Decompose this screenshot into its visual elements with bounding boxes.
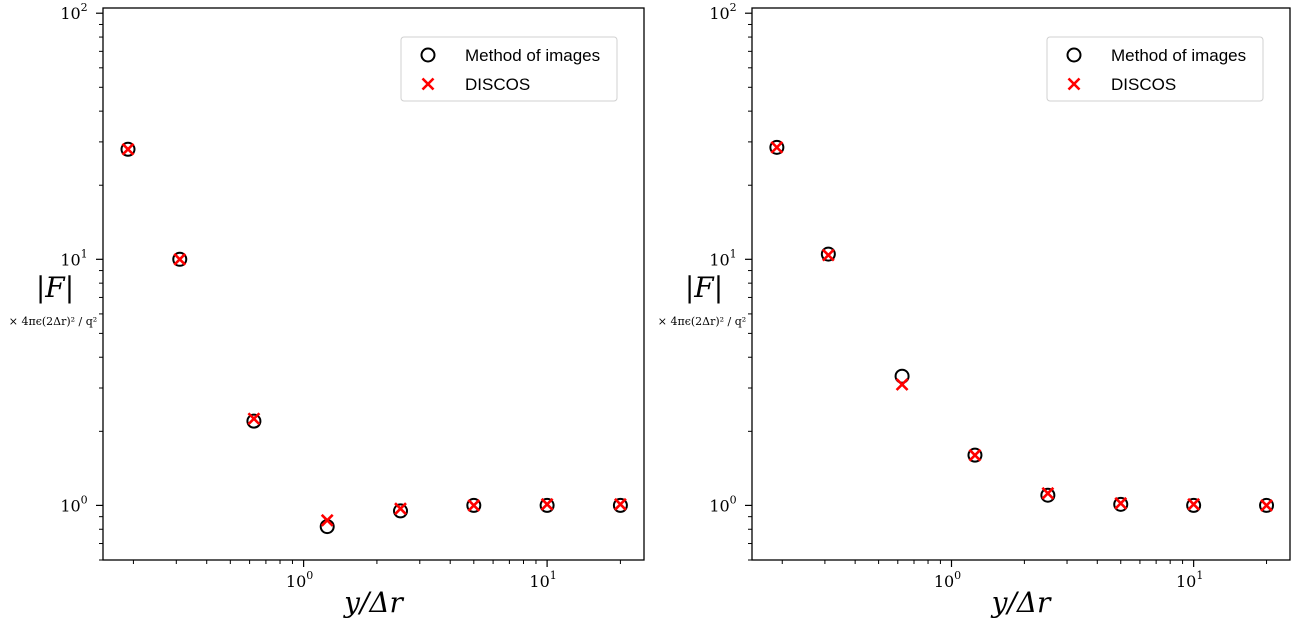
data-point-x — [895, 378, 909, 391]
y-axis-label: |F| — [36, 271, 74, 304]
data-point-x — [320, 513, 334, 527]
x-axis-label: y/Δr — [342, 586, 404, 618]
data-point-x — [394, 502, 407, 516]
x-axis-label: y/Δr — [990, 586, 1052, 618]
x-tick-exponent: 0 — [306, 569, 313, 582]
y-tick-exponent: 1 — [730, 247, 737, 260]
data-point-x — [821, 248, 835, 262]
legend-label: Method of images — [465, 46, 600, 65]
series-discos — [121, 142, 627, 527]
data-point-x — [1041, 486, 1055, 500]
y-axis-sublabel: × 4πϵ(2Δr)² / q² — [9, 315, 97, 328]
y-tick-label: 102 — [709, 1, 736, 23]
y-tick-exponent: 0 — [81, 493, 88, 506]
y-tick-exponent: 2 — [730, 1, 737, 14]
y-tick-exponent: 0 — [730, 493, 737, 506]
data-point-circle — [466, 497, 482, 513]
legend-box — [400, 36, 618, 102]
x-tick-label: 100 — [286, 569, 313, 591]
plot-frame — [102, 7, 645, 561]
y-tick-label: 100 — [60, 493, 87, 515]
data-point-circle — [820, 246, 836, 262]
x-tick-label: 100 — [934, 569, 961, 591]
legend: Method of images DISCOS — [400, 36, 618, 102]
data-point-x — [540, 497, 554, 511]
x-tick-exponent: 1 — [550, 569, 557, 582]
y-tick-label: 101 — [60, 247, 87, 269]
data-point-x — [770, 140, 784, 154]
data-point-x — [613, 497, 627, 511]
data-point-circle — [1259, 497, 1275, 513]
x-tick-label: 101 — [529, 569, 556, 591]
series-method-of-images — [120, 141, 628, 535]
data-point-x — [173, 252, 187, 266]
data-point-circle — [1113, 496, 1129, 512]
data-point-circle — [612, 497, 628, 513]
data-point-circle — [967, 447, 983, 463]
legend-label: DISCOS — [465, 75, 530, 94]
data-point-circle — [539, 497, 555, 513]
data-point-x — [1260, 498, 1273, 512]
x-tick-exponent: 0 — [954, 569, 961, 582]
legend-box — [1046, 36, 1264, 102]
data-point-circle — [1040, 487, 1056, 503]
legend-label: Method of images — [1111, 46, 1246, 65]
x-tick-label: 101 — [1176, 569, 1203, 591]
y-tick-exponent: 2 — [81, 1, 88, 14]
legend-marker-x — [421, 77, 435, 91]
plot-frame — [751, 7, 1291, 561]
y-tick-label: 102 — [60, 1, 87, 23]
data-point-circle — [769, 139, 785, 155]
series-method-of-images — [769, 139, 1275, 513]
legend: Method of images DISCOS — [1046, 36, 1264, 102]
x-tick-exponent: 1 — [1196, 569, 1203, 582]
data-point-x — [968, 448, 982, 462]
legend-marker-x — [1067, 77, 1081, 91]
series-discos — [770, 140, 1273, 512]
data-point-circle — [120, 141, 136, 157]
y-tick-exponent: 1 — [81, 247, 88, 260]
legend-marker-circle — [1066, 47, 1082, 63]
y-tick-label: 100 — [709, 493, 736, 515]
legend-label: DISCOS — [1111, 75, 1176, 94]
data-point-circle — [172, 251, 188, 267]
y-axis-label: |F| — [685, 271, 723, 304]
data-point-x — [247, 412, 261, 426]
data-point-circle — [393, 503, 409, 519]
legend-marker-circle — [420, 47, 436, 63]
data-point-x — [1187, 497, 1201, 511]
data-point-x — [1114, 496, 1128, 510]
y-axis-sublabel: × 4πϵ(2Δr)² / q² — [658, 315, 746, 328]
data-point-circle — [1186, 497, 1202, 513]
y-tick-label: 101 — [709, 247, 736, 269]
data-point-x — [121, 142, 135, 156]
data-point-circle — [246, 413, 262, 429]
data-point-x — [467, 498, 481, 512]
